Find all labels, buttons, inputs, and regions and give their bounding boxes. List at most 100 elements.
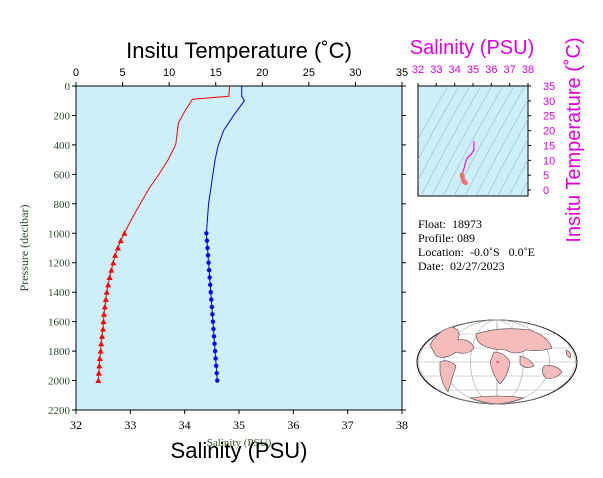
top-tick-label: 5 [120,67,126,79]
ts-top-axis-title: Salinity (PSU) [410,37,534,59]
bottom-tick-label: 32 [70,418,82,432]
left-tick-label: 400 [54,140,71,152]
temperature-point [103,289,110,295]
temperature-point [102,296,109,303]
top-tick-label: 25 [303,67,315,79]
ts-right-tick-label: 35 [543,81,555,93]
float-info: Float: 18973 Profile: 089 Location: -0.0… [418,217,535,273]
ts-top-tick-label: 37 [504,64,516,76]
ts-top-tick-label: 32 [412,64,424,76]
density-contour [442,86,504,196]
temperature-point [98,340,105,347]
temperature-point [114,245,121,251]
ts-right-tick-label: 30 [543,96,555,108]
ts-top-tick-label: 33 [430,64,442,76]
density-contour [486,118,528,196]
ts-right-tick-label: 20 [543,126,555,138]
salinity-point [205,245,210,251]
date-value: 02/27/2023 [450,259,505,273]
top-axis-title: Insitu Temperature (˚C) [126,38,352,63]
temperature-point [106,274,113,280]
temperature-point [100,318,107,325]
density-contour [418,86,460,161]
density-contour [420,86,482,196]
salinity-point [204,231,209,236]
top-tick-label: 0 [73,67,79,79]
density-contour [431,86,493,196]
ts-top-tick-label: 38 [522,64,534,76]
ts-right-tick-label: 5 [543,170,549,182]
date-row: Date: 02/27/2023 [418,259,535,273]
temperature-point [96,362,103,369]
map-land [429,326,571,405]
ts-top-tick-label: 35 [467,64,479,76]
bottom-tick-label: 33 [124,418,136,432]
float-value: 18973 [452,217,483,231]
ts-right-tick-label: 10 [543,155,555,167]
ts-right-axis-title: Insitu Temperature (˚C) [563,37,585,242]
salinity-point [213,363,219,369]
ts-plot-area [417,85,529,197]
left-tick-label: 800 [54,199,71,211]
density-contour [418,86,449,140]
top-tick-label: 30 [349,67,361,79]
salinity-point [210,319,216,324]
ts-top-tick-label: 36 [485,64,497,76]
ts-right-tick-label: 15 [543,140,555,152]
density-contour [453,86,515,196]
profile-label: Profile: [418,231,454,245]
salinity-point [211,334,217,339]
bottom-tick-label: 36 [287,418,299,432]
world-map [416,319,578,405]
salinity-point [209,304,215,310]
temperature-point [121,230,128,236]
salinity-point [207,275,212,280]
salinity-point [211,326,216,332]
temperature-point [97,348,104,354]
float-location-marker [496,361,499,363]
temperature-line [123,85,231,234]
date-label: Date: [418,259,444,273]
location-label: Location: [418,245,464,259]
ts-right-tick-label: 0 [543,185,549,197]
salinity-line [205,86,246,234]
salinity-point [205,253,211,258]
density-contour [475,99,528,196]
temperature-point [112,252,119,258]
left-tick-label: 1600 [48,317,71,329]
temperature-point [100,311,107,317]
ts-top-tick-label: 34 [449,64,461,76]
salinity-point [215,378,220,383]
density-contour [464,86,526,196]
profile-row: Profile: 089 [418,231,535,245]
location-row: Location: -0.0˚S 0.0˚E [418,245,535,259]
bottom-tick-label: 34 [179,418,191,432]
density-contour [508,159,528,196]
top-tick-label: 20 [256,67,268,79]
bottom-axis-overlap-title: Salinity (PSU) [207,437,272,449]
ts-curve [462,141,475,173]
temperature-point [95,377,102,384]
left-tick-label: 200 [54,110,71,122]
density-contour [418,86,471,181]
bottom-axis-title: Salinity (PSU) [171,438,308,463]
temperature-point [95,370,102,376]
salinity-point [206,260,211,265]
temperature-point [108,267,115,273]
left-tick-label: 1400 [48,287,71,299]
temperature-point [101,303,108,310]
left-tick-label: 1000 [48,228,71,240]
salinity-point [214,370,219,376]
ts-right-tick-label: 25 [543,111,555,123]
salinity-point [208,289,213,295]
left-tick-label: 600 [54,169,71,181]
salinity-point [209,297,214,302]
salinity-point [213,356,218,361]
salinity-point [212,348,218,354]
salinity-point [206,267,212,273]
profile-value: 089 [457,231,475,245]
salinity-point [212,341,217,346]
left-tick-label: 0 [65,81,71,93]
ts-point [463,180,468,186]
